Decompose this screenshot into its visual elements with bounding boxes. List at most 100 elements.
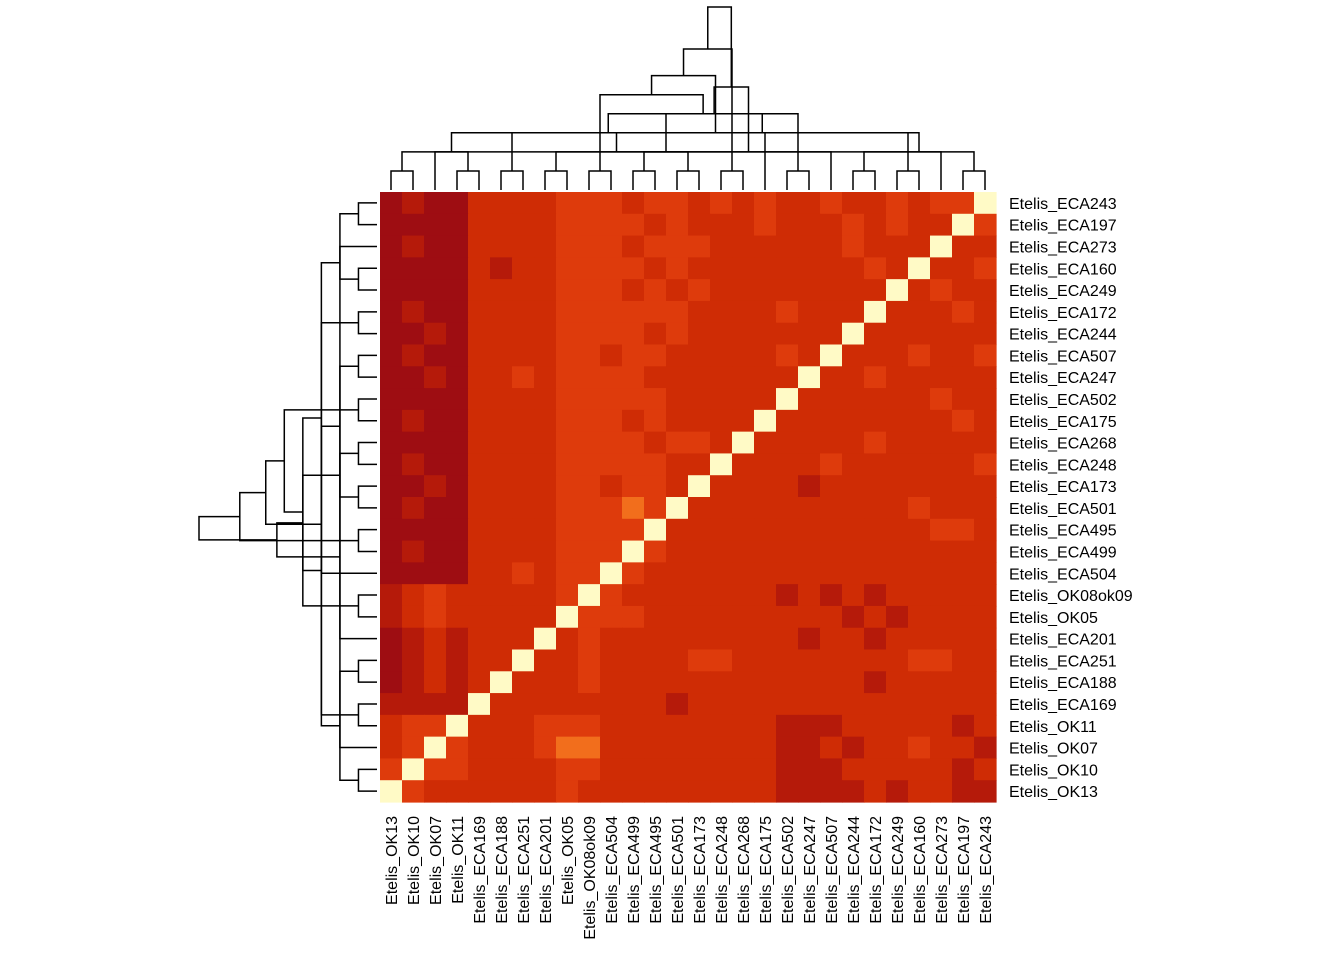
heatmap-cell bbox=[622, 780, 645, 803]
heatmap-cell bbox=[710, 344, 733, 367]
heatmap-cell bbox=[534, 605, 557, 629]
heatmap-cell bbox=[578, 431, 601, 455]
heatmap-cell bbox=[754, 693, 777, 716]
heatmap-cell bbox=[776, 344, 799, 367]
heatmap-cell bbox=[820, 736, 843, 760]
heatmap-cell bbox=[490, 453, 513, 476]
heatmap-cell bbox=[534, 192, 557, 215]
heatmap-cell bbox=[710, 192, 733, 215]
heatmap-cell bbox=[776, 257, 799, 280]
heatmap-cell bbox=[864, 584, 887, 607]
heatmap-cell bbox=[732, 192, 755, 215]
heatmap-cell bbox=[380, 518, 403, 542]
heatmap-cell bbox=[908, 431, 931, 455]
heatmap-cell bbox=[710, 257, 733, 280]
row-label: Etelis_ECA247 bbox=[1009, 370, 1117, 387]
column-dendrogram-branch bbox=[607, 113, 799, 171]
heatmap-cell bbox=[688, 257, 711, 280]
heatmap-cell bbox=[732, 758, 755, 781]
heatmap-cell bbox=[820, 257, 843, 280]
row-label: Etelis_ECA507 bbox=[1009, 348, 1117, 365]
row-dendrogram-branch bbox=[357, 768, 377, 792]
heatmap-cell bbox=[424, 300, 447, 324]
heatmap-cell bbox=[512, 453, 535, 476]
heatmap-cell bbox=[446, 453, 469, 476]
heatmap-cell bbox=[798, 192, 821, 215]
heatmap-cell bbox=[468, 300, 491, 324]
heatmap-cell bbox=[776, 693, 799, 716]
heatmap-cell bbox=[798, 627, 821, 651]
heatmap-cell bbox=[776, 649, 799, 672]
heatmap-cell bbox=[754, 409, 777, 433]
heatmap-cell bbox=[468, 736, 491, 760]
heatmap-cell bbox=[402, 322, 425, 346]
heatmap-cell bbox=[424, 671, 447, 694]
heatmap-cell bbox=[490, 388, 513, 411]
heatmap-cell bbox=[820, 649, 843, 672]
heatmap-cell bbox=[512, 584, 535, 607]
heatmap-cell bbox=[864, 300, 887, 324]
heatmap-cell bbox=[908, 192, 931, 215]
column-dendrogram-branch bbox=[450, 132, 766, 190]
heatmap-cell bbox=[864, 388, 887, 411]
heatmap-cell bbox=[820, 322, 843, 346]
heatmap-cell bbox=[732, 431, 755, 455]
heatmap-cell bbox=[754, 584, 777, 607]
heatmap-cell bbox=[732, 257, 755, 280]
heatmap-cell bbox=[974, 518, 997, 542]
heatmap-cell bbox=[710, 736, 733, 760]
heatmap-cell bbox=[402, 475, 425, 498]
heatmap-cell bbox=[710, 540, 733, 563]
heatmap-cell bbox=[490, 235, 513, 258]
heatmap-cell bbox=[534, 322, 557, 346]
heatmap-cell bbox=[732, 344, 755, 367]
heatmap-cell bbox=[644, 322, 667, 346]
heatmap-cell bbox=[864, 279, 887, 302]
column-labels: Etelis_OK13 Etelis_OK10 Etelis_OK07 Etelis_… bbox=[384, 816, 995, 940]
heatmap-cell bbox=[644, 605, 667, 629]
heatmap-cell bbox=[688, 300, 711, 324]
heatmap-cell bbox=[578, 627, 601, 651]
heatmap-cell bbox=[820, 518, 843, 542]
heatmap-cell bbox=[798, 322, 821, 346]
heatmap-cell bbox=[952, 518, 975, 542]
column-dendrogram-branch bbox=[962, 170, 986, 190]
heatmap-cell bbox=[490, 736, 513, 760]
heatmap-cell bbox=[974, 627, 997, 651]
heatmap-cell bbox=[644, 649, 667, 672]
heatmap-cell bbox=[952, 497, 975, 520]
heatmap-cell bbox=[380, 475, 403, 498]
column-dendrogram-branch bbox=[632, 170, 656, 190]
heatmap-cell bbox=[666, 518, 689, 542]
column-label: Etelis_ECA197 bbox=[956, 816, 973, 924]
heatmap-cell bbox=[776, 475, 799, 498]
heatmap-cell bbox=[930, 388, 953, 411]
heatmap-cell bbox=[820, 562, 843, 585]
heatmap-cell bbox=[380, 344, 403, 367]
heatmap-cell bbox=[974, 649, 997, 672]
heatmap-cell bbox=[974, 300, 997, 324]
heatmap-cell bbox=[402, 649, 425, 672]
heatmap-cell bbox=[534, 366, 557, 389]
heatmap-cell bbox=[864, 714, 887, 738]
heatmap-cell bbox=[490, 649, 513, 672]
heatmap-cell bbox=[908, 627, 931, 651]
heatmap-cell bbox=[490, 758, 513, 781]
heatmap-cell bbox=[446, 671, 469, 694]
heatmap-cell bbox=[512, 213, 535, 237]
row-label: Etelis_ECA499 bbox=[1009, 544, 1117, 561]
column-label: Etelis_ECA502 bbox=[780, 816, 797, 924]
heatmap-cell bbox=[798, 714, 821, 738]
heatmap-cell bbox=[622, 671, 645, 694]
heatmap-cell bbox=[798, 300, 821, 324]
row-dendrogram-branch bbox=[357, 398, 377, 422]
row-label: Etelis_ECA502 bbox=[1009, 392, 1117, 409]
heatmap-cell bbox=[556, 714, 579, 738]
heatmap-cell bbox=[952, 693, 975, 716]
heatmap-cell bbox=[622, 584, 645, 607]
heatmap-cell bbox=[424, 431, 447, 455]
heatmap-cell bbox=[820, 279, 843, 302]
heatmap-cell bbox=[886, 300, 909, 324]
heatmap-cell bbox=[952, 714, 975, 738]
heatmap-cell bbox=[952, 649, 975, 672]
